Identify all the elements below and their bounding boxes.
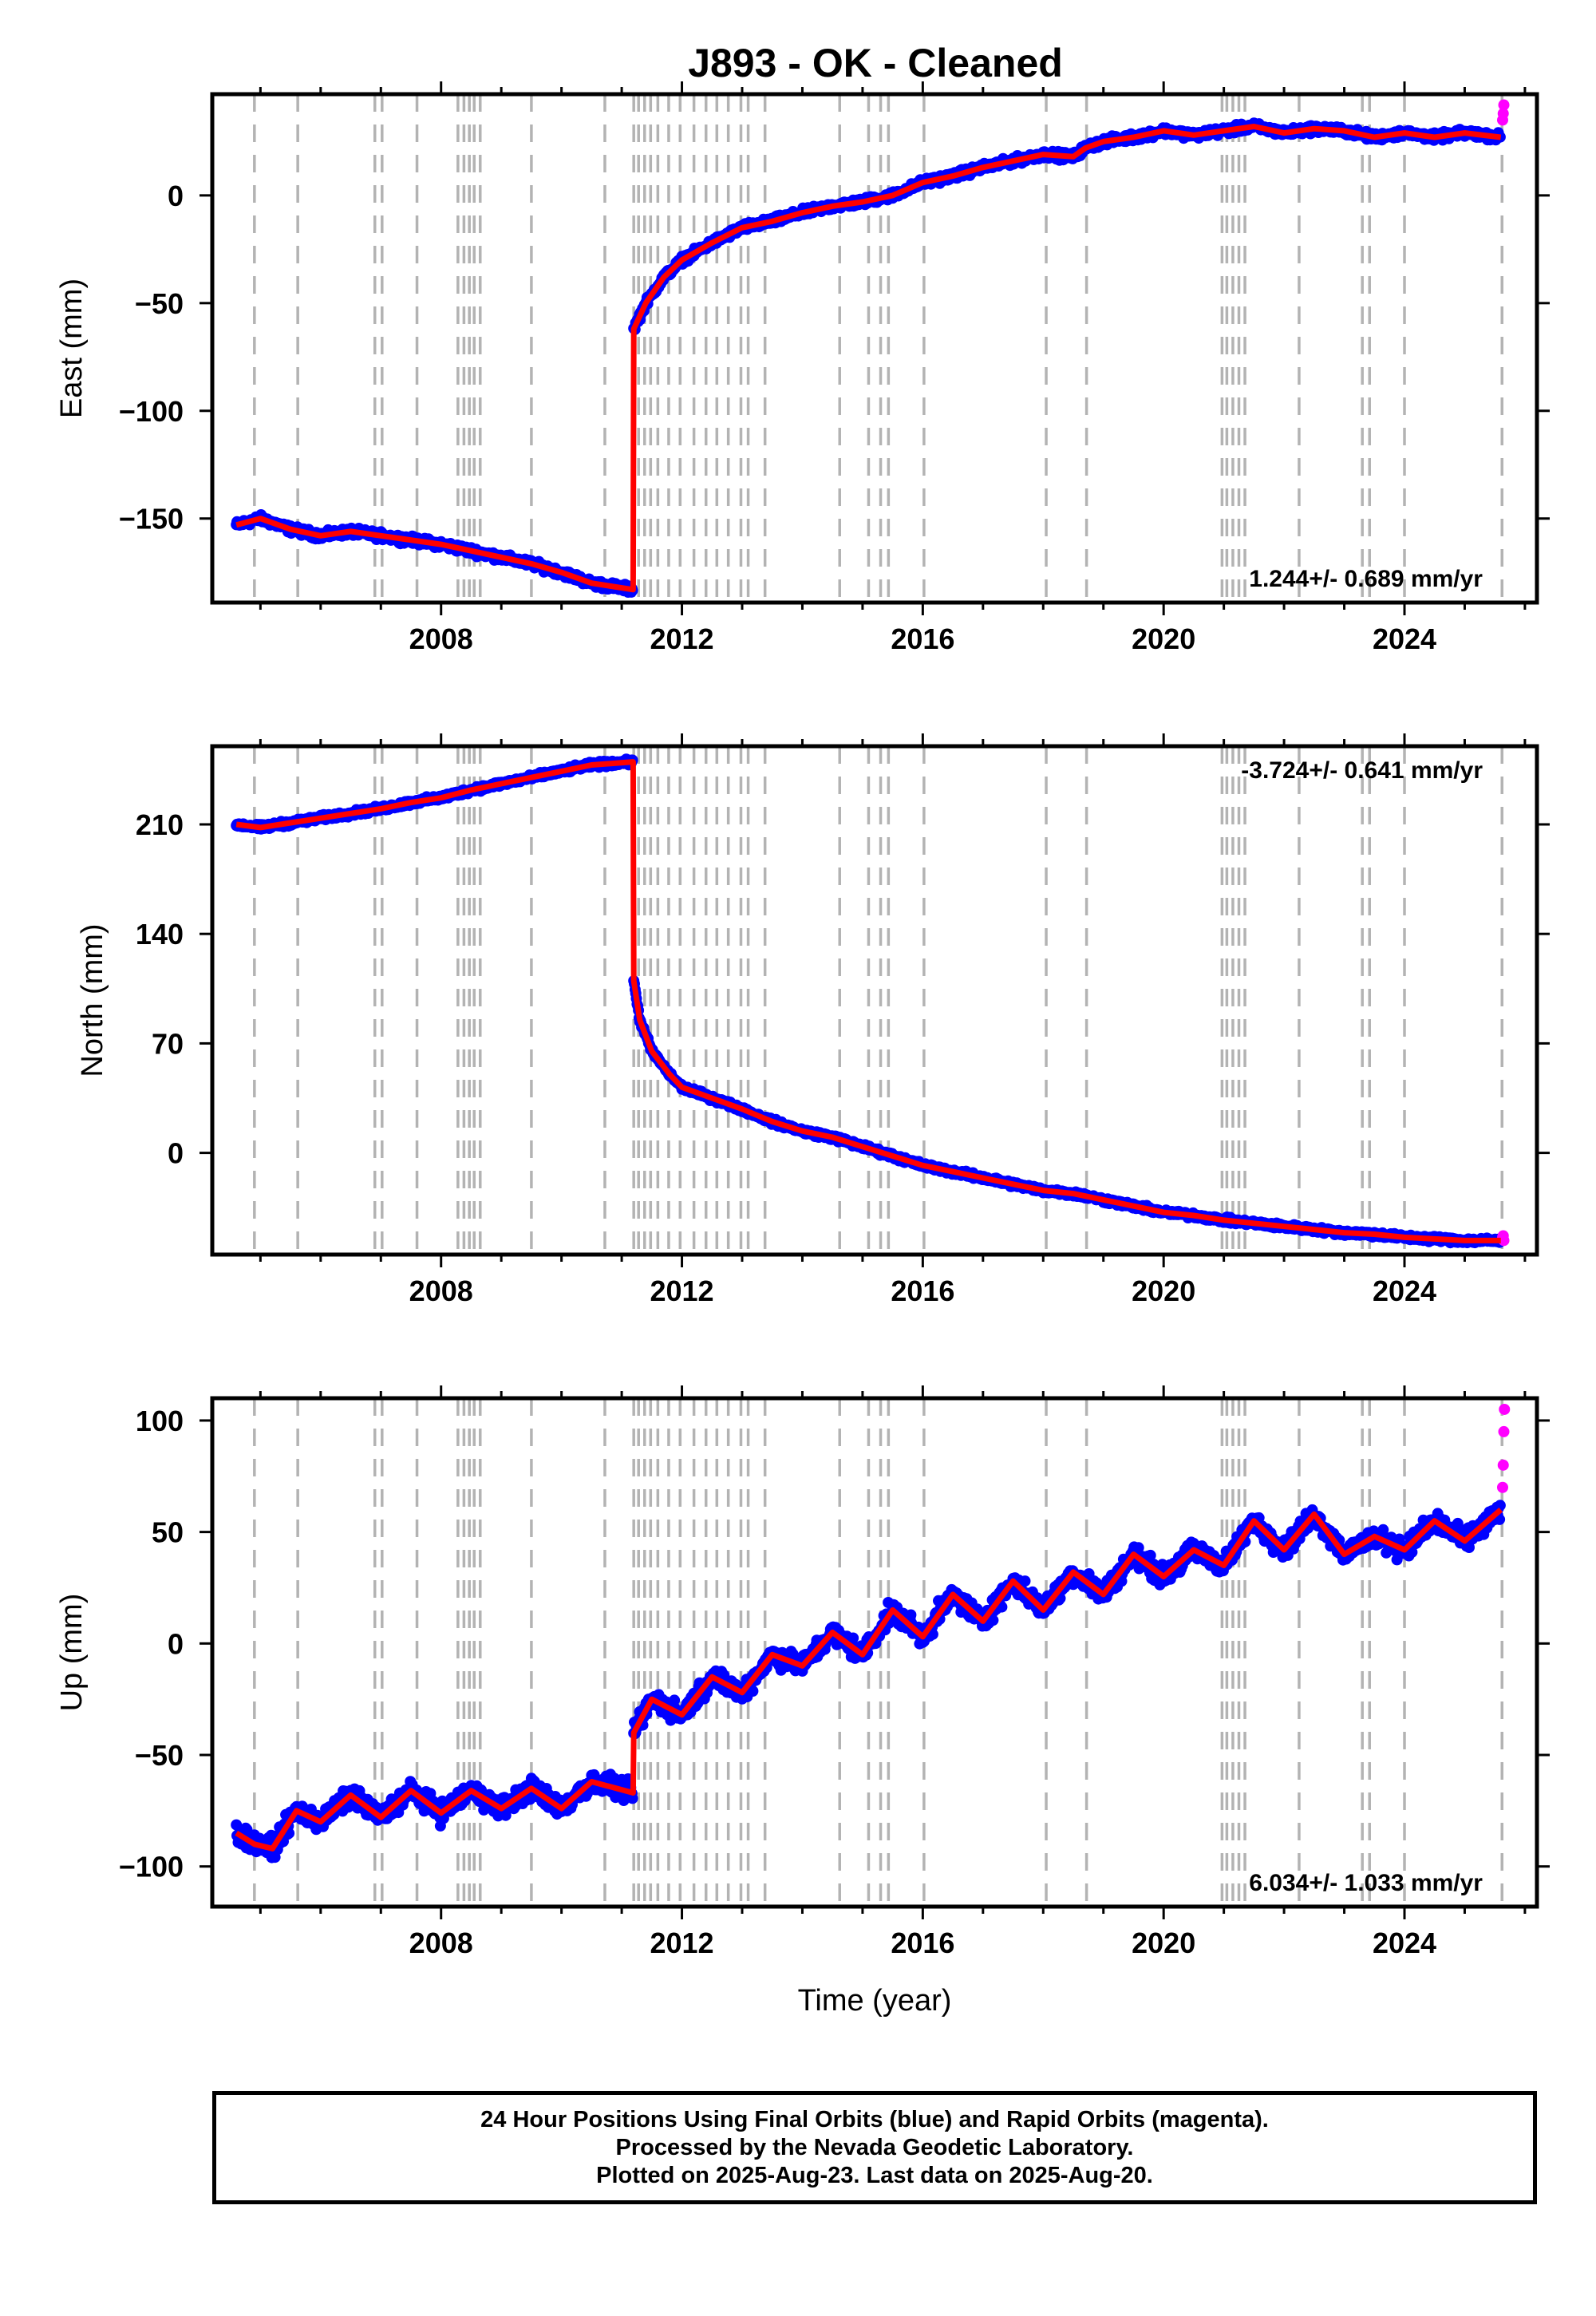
x-tick-label: 2012 [650,1275,713,1307]
y-tick-label: 0 [168,180,184,212]
y-tick-label: −50 [135,287,184,320]
rapid-orbit-points [1496,99,1510,126]
rapid-point [1498,99,1510,111]
y-tick-label: 140 [136,918,184,951]
x-tick-label: 2020 [1132,622,1195,655]
x-tick-label: 2008 [409,622,473,655]
plot-frame [210,92,1539,605]
y-tick-label: 70 [152,1027,184,1060]
velocity-label: -3.724+/- 0.641 mm/yr [1241,757,1483,784]
x-tick-label: 2016 [891,1275,954,1307]
x-tick-label: 2020 [1132,1275,1195,1307]
x-tick-label: 2024 [1373,622,1436,655]
final-orbit-points [231,509,638,598]
model-line [235,759,1501,1243]
chart-title: J893 - OK - Cleaned [688,41,1063,85]
y-tick-label: 0 [168,1137,184,1170]
rapid-point [1498,1235,1510,1247]
y-tick-label: −150 [119,503,184,536]
rapid-point [1497,108,1509,120]
y-axis-label: East (mm) [55,279,89,418]
panel-east: 2008 2012 2016 2020 2024 0 −50 −100 −150 East (mm… [55,81,1550,655]
final-point [669,1694,681,1706]
final-orbit-points [628,975,1506,1249]
plot-area [231,94,1510,603]
panel-north: 2008 2012 2016 2020 2024 210 140 70 0 North (mm) -… [76,733,1550,1307]
y-tick-label: 210 [136,808,184,841]
x-tick-label: 2016 [891,622,954,655]
x-tick-label: 2024 [1373,1275,1436,1307]
x-tick-label: 2012 [650,622,713,655]
velocity-label: 1.244+/- 0.689 mm/yr [1249,566,1483,592]
y-tick-label: −100 [119,395,184,428]
plot-area [231,746,1510,1255]
plot-area [231,1398,1511,1907]
final-point [626,1792,638,1804]
x-tick-label: 2008 [409,1275,473,1307]
model-line [235,124,1502,593]
y-axis-label: North (mm) [76,923,109,1077]
plot-frame [210,744,1539,1257]
